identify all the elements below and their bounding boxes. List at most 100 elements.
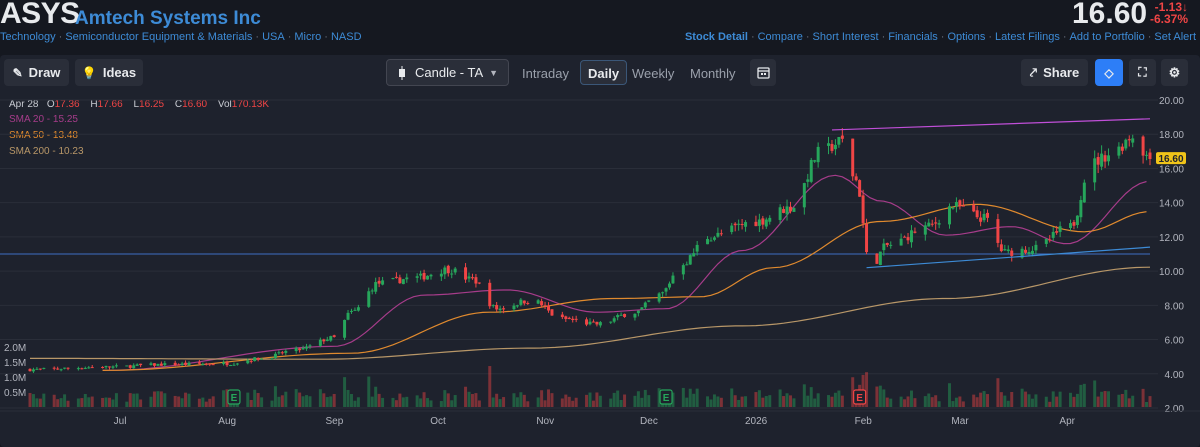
volume-bar [609, 398, 613, 407]
volume-bar [256, 393, 260, 407]
nav-options[interactable]: Options [947, 31, 986, 43]
volume-bar [225, 389, 229, 407]
candle-body [954, 202, 958, 207]
category-nasd[interactable]: NASD [330, 31, 362, 43]
volume-bar [681, 387, 685, 407]
tab-intraday[interactable]: Intraday [522, 66, 569, 81]
volume-bar [754, 392, 758, 407]
volume-bar [108, 397, 111, 407]
volume-bar [90, 396, 94, 407]
fullscreen-button[interactable]: ⛶ [1129, 59, 1156, 86]
price-tick-label: 16.00 [1159, 164, 1184, 175]
company-name[interactable]: Amtech Systems Inc [75, 8, 261, 29]
candle-body [623, 313, 627, 317]
nav-short-interest[interactable]: Short Interest [812, 31, 879, 43]
x-tick-label: Nov [536, 416, 554, 427]
candle-body [163, 363, 167, 366]
settings-button[interactable]: ⚙ [1161, 59, 1188, 86]
volume-bar [139, 399, 143, 407]
candle-body [986, 212, 990, 218]
candle-body [135, 364, 139, 366]
volume-bar [571, 400, 575, 407]
candle-body [305, 346, 309, 349]
candle-body [609, 321, 613, 323]
volume-bar [491, 397, 495, 407]
candle-body [526, 303, 530, 305]
candle-body [401, 279, 405, 285]
candle-body [768, 217, 772, 222]
volume-bar [903, 399, 907, 407]
volume-bar [526, 401, 530, 407]
candle-body [640, 307, 644, 310]
volume-bar [173, 395, 177, 407]
volume-bar [706, 396, 710, 407]
calendar-button[interactable] [750, 59, 776, 86]
price-tick-label: 12.00 [1159, 233, 1184, 244]
candle-body [235, 363, 239, 365]
gear-icon: ⚙ [1168, 64, 1181, 80]
volume-bar [598, 395, 602, 407]
volume-bar [588, 392, 592, 407]
nav-add-to-portfolio[interactable]: Add to Portfolio [1069, 31, 1145, 43]
pencil-icon: ✎ [12, 65, 23, 80]
volume-bar [114, 393, 118, 407]
candle-body [757, 219, 761, 226]
volume-bar [744, 396, 748, 407]
share-button[interactable]: ⤤ Share [1021, 59, 1088, 86]
volume-bar [38, 398, 42, 407]
candle-body [356, 307, 360, 311]
nav-latest-filings[interactable]: Latest Filings [995, 31, 1060, 43]
nav-compare[interactable]: Compare [757, 31, 803, 43]
volume-bar [1145, 401, 1149, 407]
volume-bar [692, 393, 696, 407]
candle-body [66, 367, 70, 369]
volume-bar [685, 397, 689, 407]
chart-type-select[interactable]: Candle - TA ▼ [386, 59, 509, 86]
volume-bar [640, 397, 644, 407]
volume-bar [163, 393, 167, 407]
chart-panel: ✎ Draw 💡 Ideas Candle - TA ▼ Intraday Dail… [0, 55, 1200, 447]
category-semiconductor-equipment-materials[interactable]: Semiconductor Equipment & Materials [65, 31, 253, 43]
volume-bar [298, 392, 302, 407]
category-micro[interactable]: Micro [294, 31, 322, 43]
nav-set-alert[interactable]: Set Alert [1154, 31, 1196, 43]
candle-body [139, 363, 143, 366]
candle-body [643, 302, 647, 308]
volume-bar [951, 401, 955, 407]
nav-financials[interactable]: Financials [888, 31, 938, 43]
volume-bar [1003, 395, 1007, 407]
candle-body [398, 277, 402, 284]
candle-body [125, 365, 129, 367]
candle-body [1120, 146, 1124, 151]
category-technology[interactable]: Technology [0, 31, 56, 43]
x-tick-label: Aug [218, 416, 236, 427]
volume-bar [135, 393, 139, 407]
tab-weekly[interactable]: Weekly [632, 66, 675, 81]
candle-body [1024, 249, 1028, 253]
price-chart[interactable]: E E E 2.00 4.00 6.00 8.00 10.00 12.00 14.00 16.00… [0, 55, 1200, 447]
candle-body [913, 231, 917, 233]
candle-body [744, 222, 748, 227]
candle-body [1034, 244, 1038, 251]
ideas-button[interactable]: 💡 Ideas [75, 59, 143, 86]
volume-bar [671, 392, 675, 407]
volume-bar [833, 392, 837, 407]
candle-body [761, 218, 765, 225]
volume-bar [913, 398, 917, 407]
volume-bar [353, 400, 357, 407]
volume-bar [104, 397, 108, 407]
nav-stock-detail[interactable]: Stock Detail [684, 31, 748, 43]
premium-button[interactable]: ◇ [1095, 59, 1123, 86]
volume-bar [540, 390, 544, 407]
change-value: -1.13 [1154, 0, 1183, 14]
candle-body [851, 138, 855, 177]
tab-monthly[interactable]: Monthly [690, 66, 736, 81]
draw-button[interactable]: ✎ Draw [4, 59, 69, 86]
candle-body [1093, 158, 1097, 183]
category-usa[interactable]: USA [262, 31, 285, 43]
candle-body [633, 313, 637, 318]
candle-body [260, 358, 264, 360]
volume-bar [318, 389, 322, 407]
tab-daily[interactable]: Daily [580, 60, 628, 85]
candle-body [1145, 154, 1149, 156]
